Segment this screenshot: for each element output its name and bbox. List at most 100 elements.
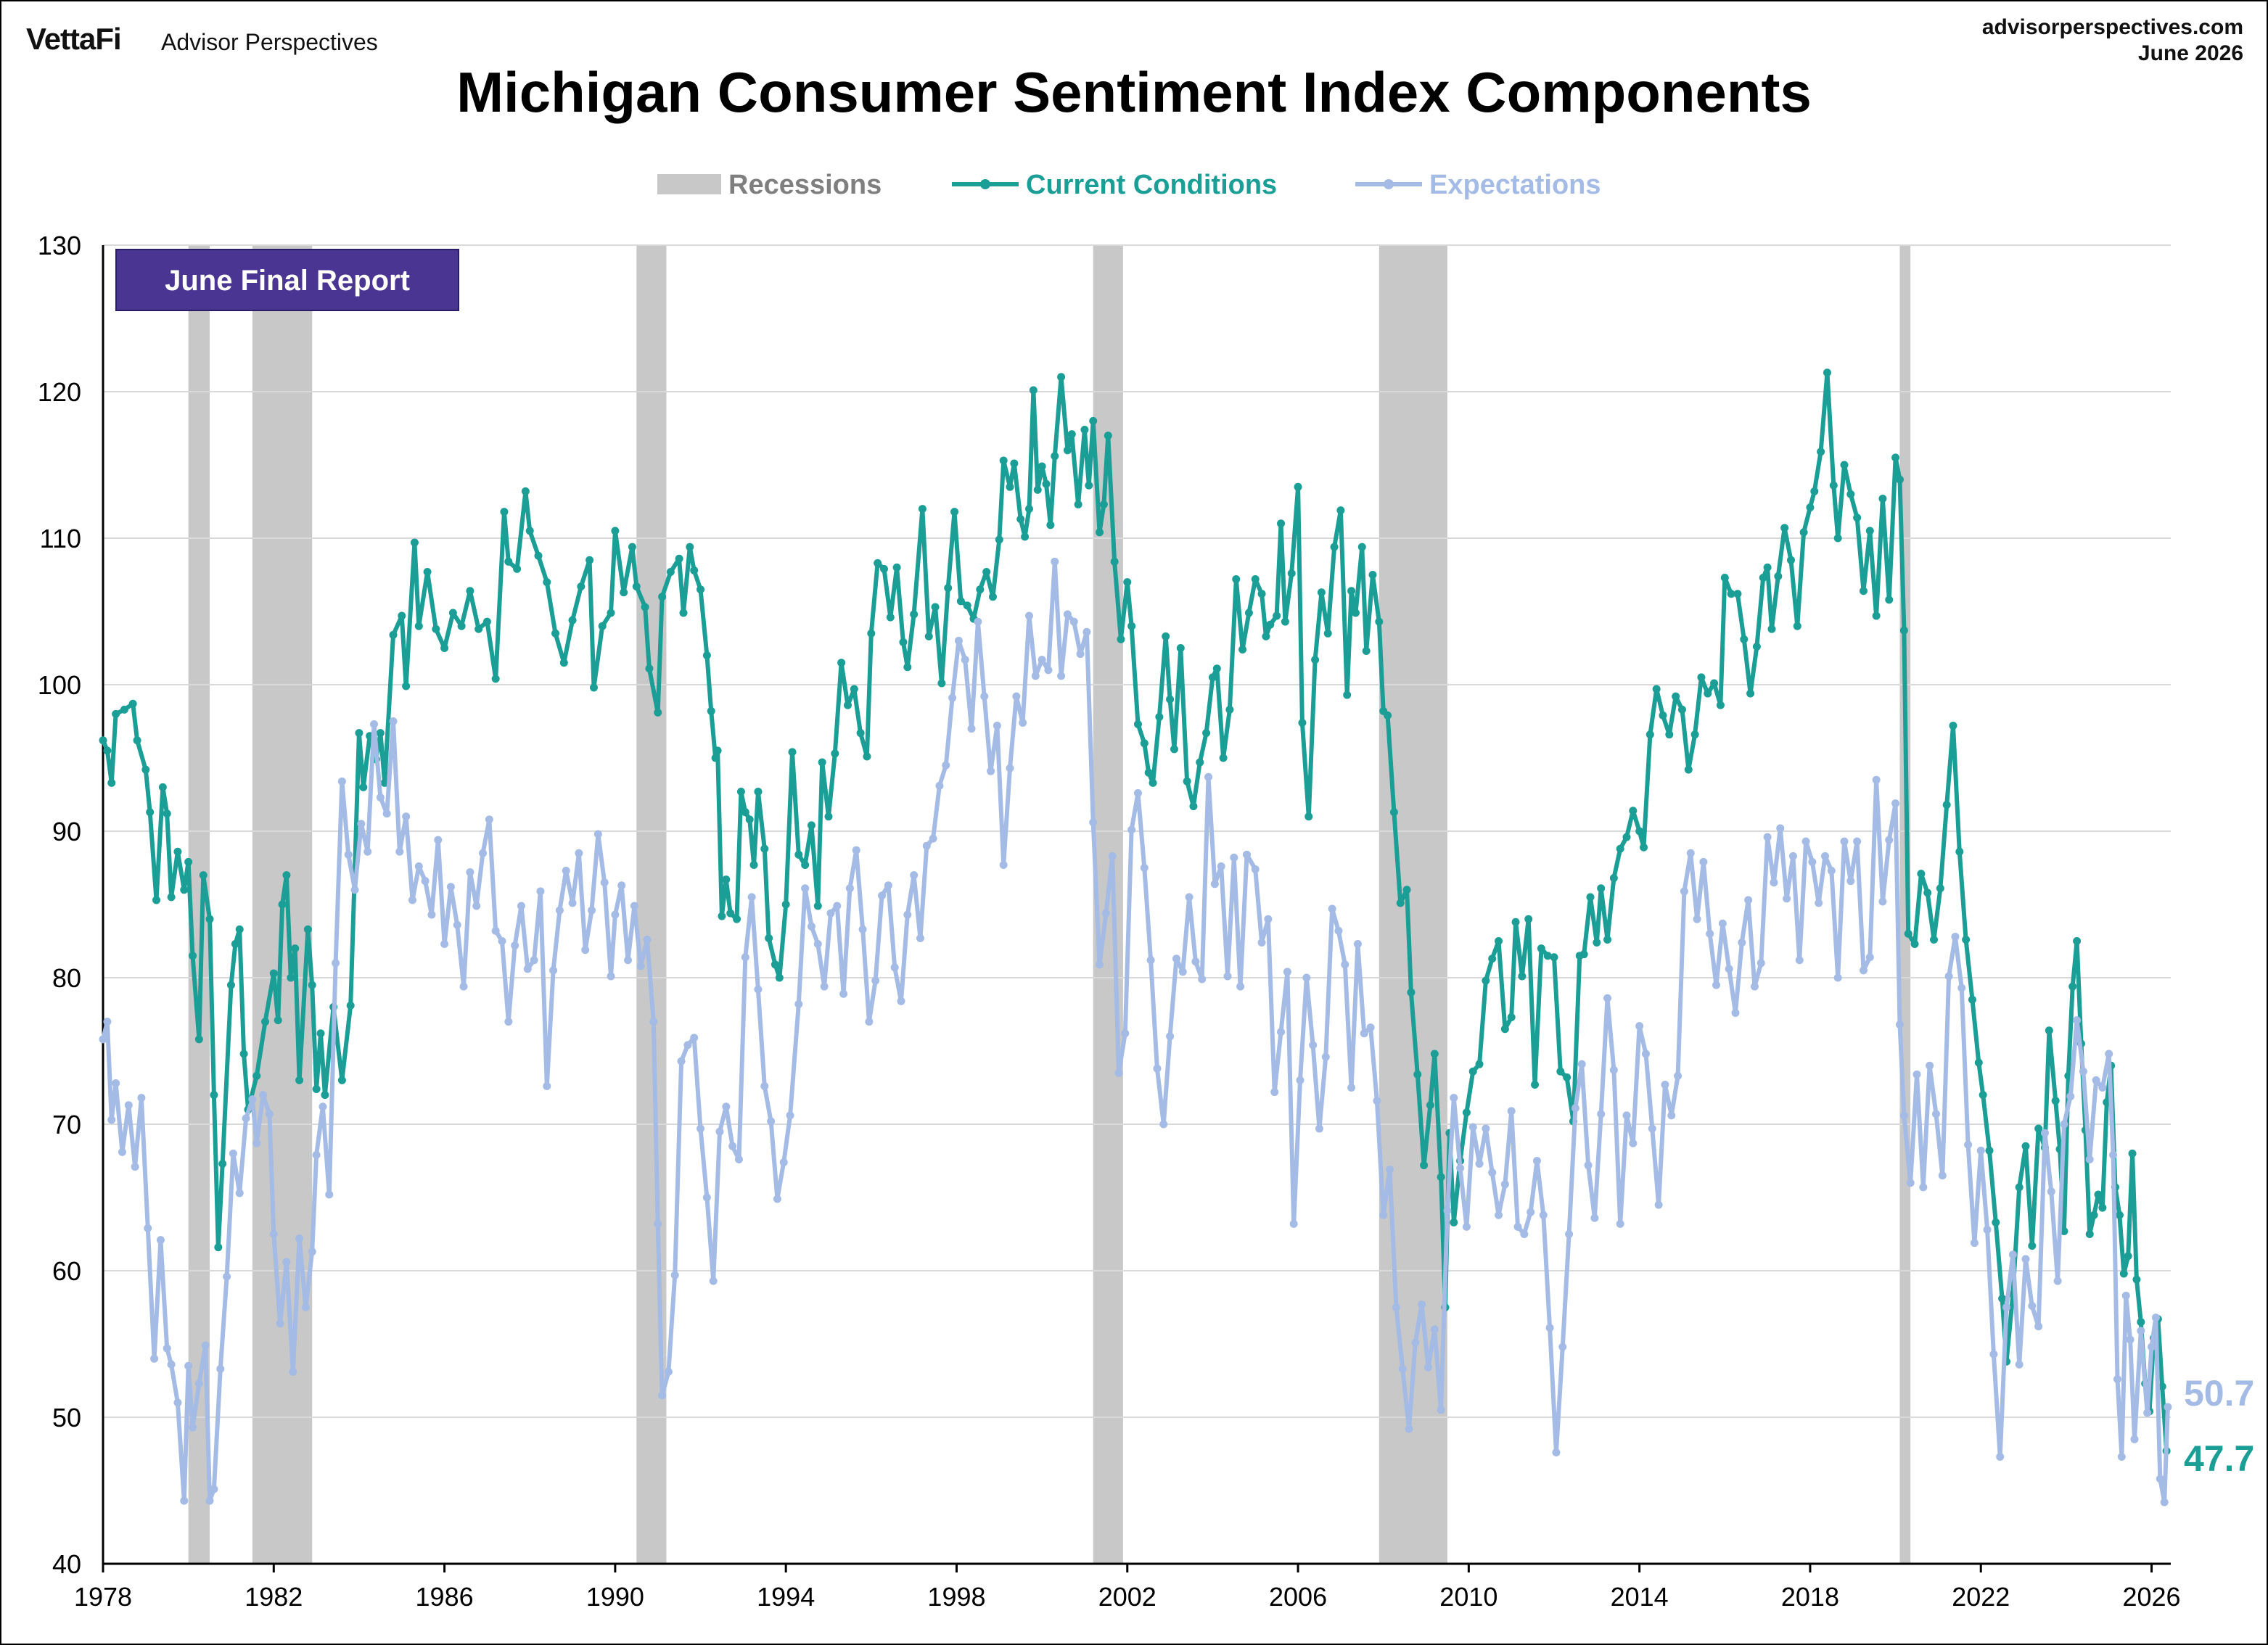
expectations-point [1552,1448,1561,1456]
current-conditions-point [1024,505,1033,514]
expectations-point [2008,1250,2017,1259]
expectations-point [697,1124,705,1133]
expectations-point [1899,1111,1908,1120]
current-conditions-point [1450,1218,1458,1226]
x-tick-label: 1990 [586,1582,644,1612]
expectations-point [1912,1070,1921,1079]
current-conditions-point [1629,807,1638,815]
current-conditions-point [781,900,790,909]
current-conditions-point [235,925,244,933]
current-conditions-point [765,933,773,942]
expectations-point [332,959,340,968]
current-conditions-last-value: 47.7 [2184,1438,2254,1479]
current-conditions-point [1710,679,1719,688]
x-tick-label: 1986 [416,1582,474,1612]
current-conditions-point [707,706,715,715]
expectations-point [1328,904,1336,913]
expectations-point [1989,1350,1998,1359]
current-conditions-point [1593,939,1601,947]
expectations-point [440,940,449,949]
current-conditions-point [1746,689,1755,698]
current-conditions-point [1273,611,1281,620]
expectations-point [1827,867,1836,875]
current-conditions-point [1038,462,1046,471]
expectations-point [1970,1239,1979,1248]
expectations-point [807,922,815,931]
current-conditions-point [2060,1226,2068,1235]
current-conditions-point [1336,506,1345,515]
current-conditions-point [2137,1318,2145,1327]
current-conditions-point [1170,745,1178,754]
current-conditions-point [1810,487,1819,495]
current-conditions-point [1697,673,1706,682]
expectations-point [382,809,391,818]
expectations-point [229,1149,237,1158]
current-conditions-point [1733,590,1742,598]
expectations-point [568,899,577,907]
expectations-point [942,761,950,770]
expectations-point [903,910,912,919]
expectations-point [935,781,944,790]
current-conditions-point [1704,689,1712,698]
current-conditions-point [1343,690,1352,699]
current-conditions-point [1716,701,1725,709]
current-conditions-point [1537,944,1545,953]
expectations-point [201,1341,210,1350]
expectations-point [1405,1425,1413,1433]
current-conditions-point [158,783,167,791]
current-conditions-point [568,616,577,624]
expectations-point [1198,975,1207,984]
expectations-point [1121,1029,1130,1038]
current-conditions-point [1846,490,1855,498]
expectations-point [446,883,455,891]
expectations-point [344,850,353,859]
expectations-point [1507,1107,1516,1116]
current-conditions-point [850,685,858,693]
expectations-point [993,722,1001,730]
current-conditions-point [1799,528,1808,537]
current-conditions-point [1021,532,1030,541]
current-conditions-point [1016,515,1025,524]
current-conditions-point [1720,574,1729,582]
expectations-point [479,849,488,857]
current-conditions-point [199,871,208,880]
legend-recessions-swatch [657,174,721,194]
current-conditions-point [316,1029,325,1038]
expectations-point [1795,956,1804,965]
expectations-point [910,871,919,880]
current-conditions-point [482,617,491,626]
current-conditions-point [1923,889,1932,897]
expectations-point [1500,1180,1509,1189]
expectations-point [421,877,430,886]
expectations-point [265,1110,274,1118]
current-conditions-point [1917,870,1926,878]
current-conditions-point [976,585,985,594]
expectations-point [1957,984,1966,992]
current-conditions-point [525,527,534,535]
current-conditions-point [2124,1252,2132,1261]
legend-expectations-marker [1384,179,1394,189]
current-conditions-point [713,746,722,755]
current-conditions-point [1859,587,1868,595]
current-conditions-point [1603,935,1612,944]
current-conditions-point [2068,982,2077,991]
expectations-point [103,1018,112,1026]
current-conditions-point [733,915,741,923]
expectations-point [472,902,481,910]
current-conditions-point [736,787,745,796]
expectations-point [833,902,842,910]
expectations-point [523,965,532,973]
legend-current-conditions-label: Current Conditions [1026,170,1277,200]
current-conditions-point [1586,893,1595,902]
current-conditions-point [1219,754,1228,762]
expectations-point [760,1081,769,1090]
expectations-point [1210,880,1219,889]
expectations-point [878,891,887,900]
current-conditions-point [1690,730,1699,739]
expectations-point [163,1344,171,1353]
expectations-point [2085,1155,2094,1163]
current-conditions-point [824,812,833,821]
current-conditions-point [1556,1067,1565,1076]
current-conditions-point [1074,500,1082,509]
